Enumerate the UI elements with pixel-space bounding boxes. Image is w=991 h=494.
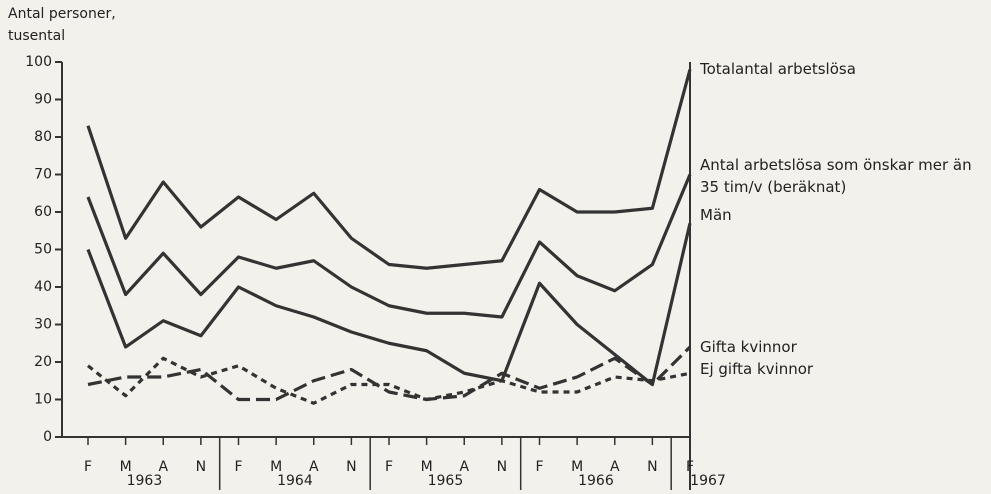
y-tick-label: 50 (34, 242, 52, 258)
series-label: Ej gifta kvinnor (700, 360, 814, 378)
y-tick-label: 30 (34, 317, 52, 333)
series-label: Totalantal arbetslösa (700, 60, 856, 78)
x-tick-label: F (84, 459, 92, 475)
x-tick-label: N (346, 459, 356, 475)
y-tick-label: 70 (34, 167, 52, 183)
x-tick-label: F (535, 459, 543, 475)
series-line (86, 222, 692, 387)
x-tick-label: M (571, 459, 583, 475)
x-tick-label: F (385, 459, 393, 475)
y-tick-label: 10 (34, 392, 52, 408)
series-label: Antal arbetslösa som önskar mer än 35 ti… (700, 156, 972, 196)
y-axis-label: Antal personer, (8, 6, 116, 22)
y-axis-label: tusental (8, 28, 65, 44)
series-line (86, 173, 692, 319)
y-tick-label: 40 (34, 279, 52, 295)
x-tick-label: M (421, 459, 433, 475)
x-tick-label: N (647, 459, 657, 475)
x-tick-label: A (158, 459, 168, 475)
x-tick-label: F (234, 459, 242, 475)
series-label: Gifta kvinnor (700, 338, 797, 356)
x-tick-label: F (686, 459, 694, 475)
x-tick-label: A (610, 459, 620, 475)
y-tick-label: 100 (25, 54, 52, 70)
series-label: Män (700, 206, 732, 224)
series-line (87, 345, 692, 402)
series-line (87, 356, 691, 405)
year-label: 1964 (277, 473, 313, 489)
x-tick-label: A (309, 459, 319, 475)
year-label: 1963 (127, 473, 163, 489)
x-tick-label: N (497, 459, 507, 475)
y-tick-label: 20 (34, 354, 52, 370)
year-label: 1965 (428, 473, 464, 489)
x-tick-label: N (196, 459, 206, 475)
x-tick-label: M (270, 459, 282, 475)
year-label: 1967 (690, 473, 726, 489)
x-tick-label: M (120, 459, 132, 475)
y-tick-label: 90 (34, 92, 52, 108)
x-tick-label: A (459, 459, 469, 475)
year-label: 1966 (578, 473, 614, 489)
y-tick-label: 80 (34, 129, 52, 145)
y-tick-label: 60 (34, 204, 52, 220)
series-line (86, 69, 692, 270)
y-tick-label: 0 (43, 429, 52, 445)
